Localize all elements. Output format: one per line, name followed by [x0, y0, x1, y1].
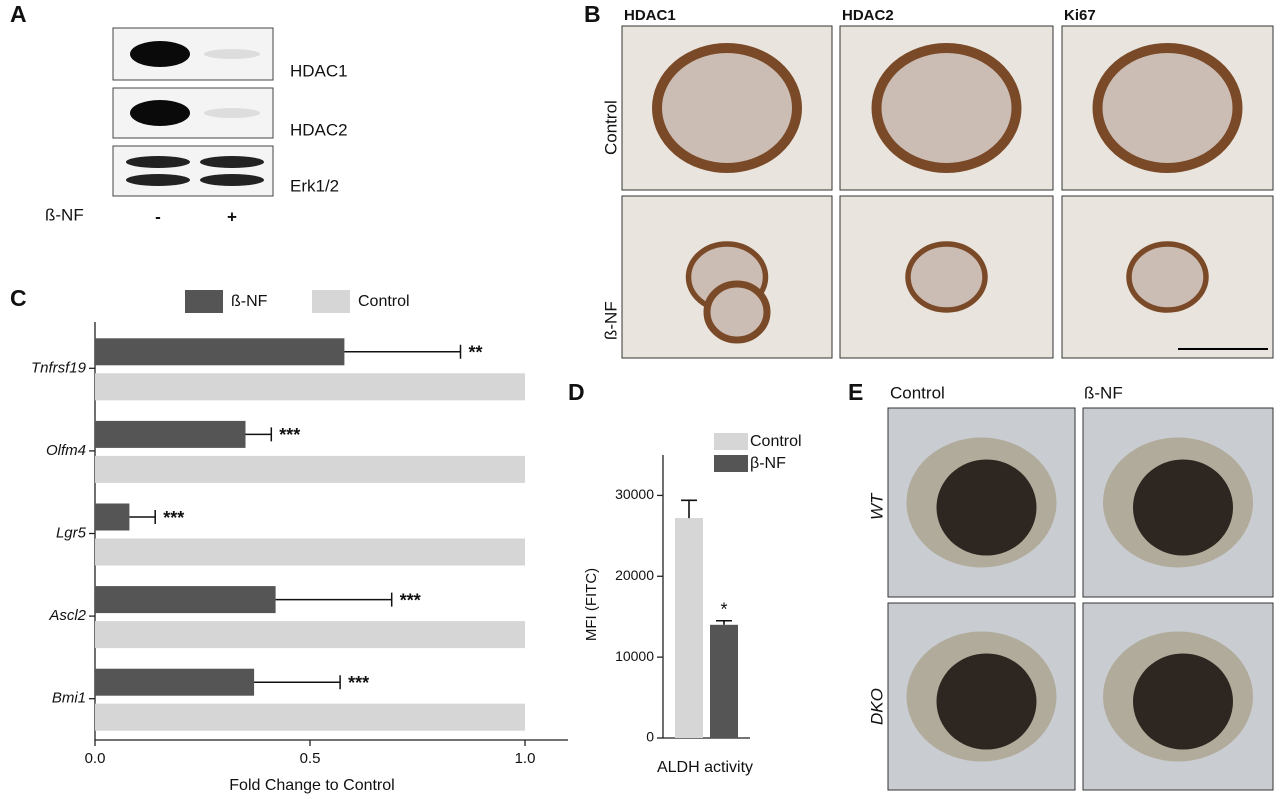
bar — [95, 538, 525, 566]
blot-band — [130, 100, 190, 126]
blot-band — [204, 49, 260, 59]
error-bar — [245, 427, 273, 442]
blot-band — [126, 174, 190, 186]
legend-label: Control — [750, 433, 802, 450]
significance: * — [720, 600, 727, 620]
y-axis-label: MFI (FITC) — [583, 568, 600, 641]
column-header: ß-NF — [1084, 383, 1123, 402]
organoid — [936, 459, 1037, 556]
error-bar — [344, 344, 462, 359]
lane-label: - — [155, 207, 161, 226]
bar — [95, 668, 255, 696]
error-bar — [716, 619, 732, 625]
bar — [675, 518, 703, 738]
bar — [95, 586, 276, 614]
legend-label: Control — [358, 293, 410, 310]
x-tick-label: 1.0 — [515, 750, 536, 767]
bar — [95, 503, 130, 531]
bar — [710, 624, 738, 738]
x-tick-label: 0.0 — [85, 750, 106, 767]
tissue — [905, 241, 988, 313]
blot-label: Erk1/2 — [290, 176, 339, 195]
treatment-label: ß-NF — [45, 205, 84, 224]
y-tick-label: Ascl2 — [48, 607, 86, 624]
row-header: DKO — [867, 688, 886, 725]
panel-label: E — [848, 379, 863, 405]
blot-band — [200, 156, 264, 168]
y-tick-label: Tnfrsf19 — [31, 359, 87, 376]
blot-label: HDAC2 — [290, 120, 348, 139]
bar — [95, 455, 525, 483]
error-bar — [129, 510, 156, 524]
organoid — [936, 653, 1037, 750]
x-axis-label: Fold Change to Control — [229, 777, 394, 794]
bar — [95, 338, 345, 366]
significance: ** — [469, 343, 483, 363]
blot-band — [200, 174, 264, 186]
significance: *** — [163, 508, 184, 528]
tissue — [1092, 43, 1243, 173]
tissue — [1126, 241, 1209, 313]
legend-swatch — [312, 290, 350, 313]
y-tick-label: 0 — [646, 729, 654, 745]
row-header: WT — [867, 492, 886, 520]
legend-swatch — [185, 290, 223, 313]
organoid — [1133, 653, 1233, 750]
panel-label: B — [584, 1, 601, 27]
lane-label: + — [227, 207, 237, 226]
column-header: HDAC2 — [842, 7, 894, 24]
x-axis-label: ALDH activity — [657, 759, 753, 776]
y-tick-label: 30000 — [615, 486, 654, 502]
error-bar — [254, 675, 341, 690]
tissue — [652, 43, 802, 173]
y-tick-label: 10000 — [615, 648, 654, 664]
bar — [95, 703, 525, 731]
x-tick-label: 0.5 — [300, 750, 321, 767]
row-header: Control — [601, 100, 620, 155]
column-header: HDAC1 — [624, 7, 676, 24]
row-header: ß-NF — [601, 301, 620, 340]
panel-label: A — [10, 1, 27, 27]
legend-swatch — [714, 455, 748, 472]
significance: *** — [279, 425, 300, 445]
y-tick-label: Bmi1 — [52, 690, 86, 707]
y-tick-label: Olfm4 — [46, 442, 86, 459]
column-header: Ki67 — [1064, 7, 1096, 24]
panel-label: C — [10, 285, 27, 311]
error-bar — [681, 499, 697, 519]
blot-band — [204, 108, 260, 118]
tissue — [703, 280, 771, 344]
y-tick-label: 20000 — [615, 567, 654, 583]
significance: *** — [348, 673, 369, 693]
y-tick-label: Lgr5 — [56, 524, 87, 541]
panel-label: D — [568, 379, 585, 405]
blot-strip — [112, 145, 274, 197]
bar — [95, 373, 525, 401]
legend-swatch — [714, 433, 748, 450]
legend-label: β-NF — [750, 455, 786, 472]
blot-band — [126, 156, 190, 168]
column-header: Control — [890, 383, 945, 402]
bar — [95, 621, 525, 649]
legend-label: ß-NF — [231, 293, 268, 310]
significance: *** — [400, 590, 421, 610]
organoid — [1133, 459, 1233, 556]
error-bar — [275, 592, 393, 607]
blot-label: HDAC1 — [290, 61, 348, 80]
blot-band — [130, 41, 190, 67]
tissue — [871, 43, 1022, 173]
bar — [95, 420, 246, 448]
